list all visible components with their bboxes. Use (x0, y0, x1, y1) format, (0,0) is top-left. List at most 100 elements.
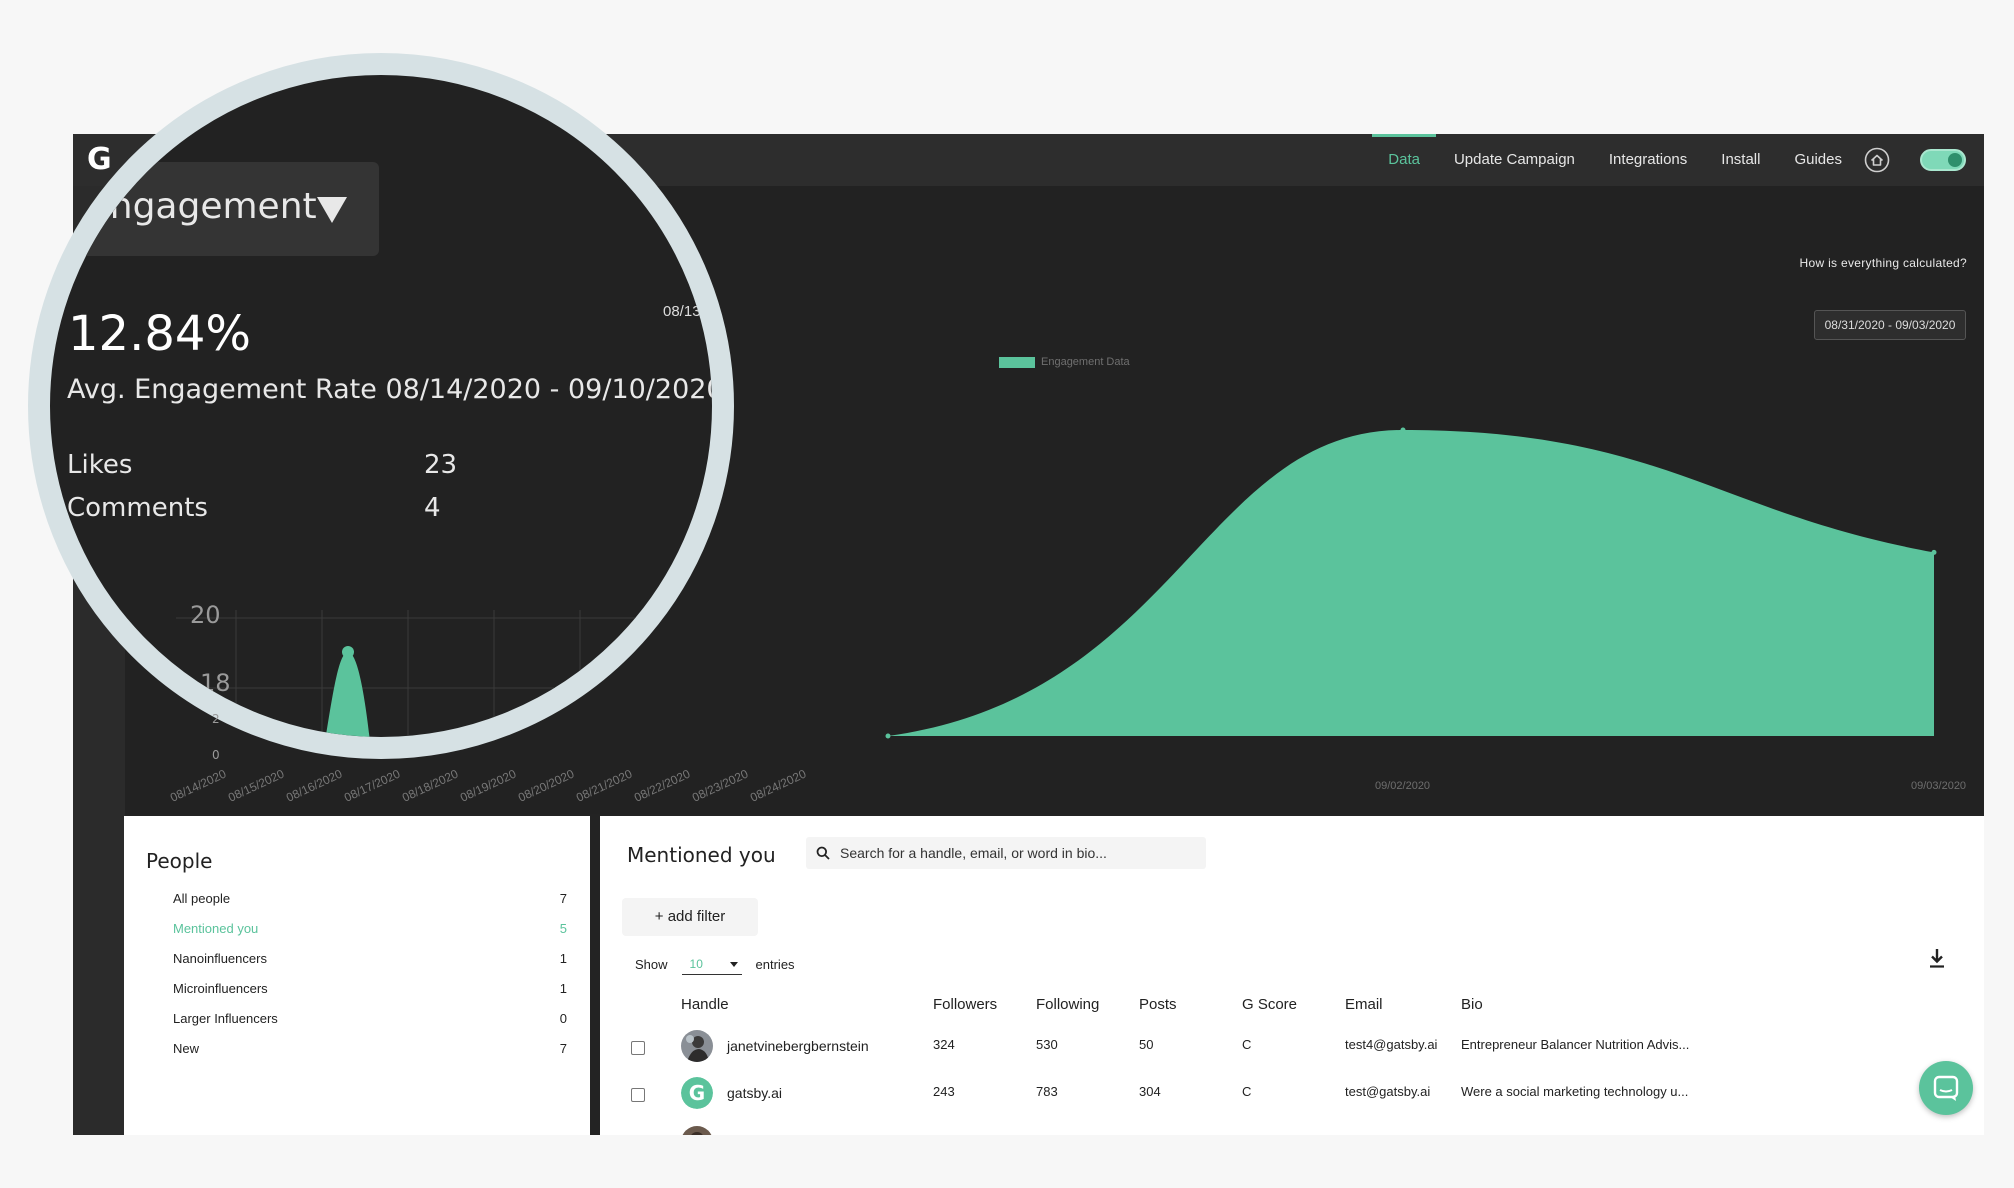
avatar: G (681, 1077, 713, 1109)
legend-label: Engagement Data (1041, 356, 1130, 368)
people-item-nano[interactable]: Nanoinfluencers 1 (173, 951, 567, 966)
entries-select[interactable]: 10 (681, 953, 742, 975)
row-posts: 304 (1139, 1084, 1161, 1099)
row-handle[interactable]: janetvinebergbernstein (727, 1038, 869, 1054)
people-item-larger[interactable]: Larger Influencers 0 (173, 1011, 567, 1026)
column-header-bio[interactable]: Bio (1461, 996, 1483, 1013)
mini-y-tick: 20 (190, 601, 221, 629)
download-icon[interactable] (1926, 946, 1948, 970)
user-photo-icon (681, 1126, 713, 1135)
row-following: 530 (1036, 1037, 1058, 1052)
people-item-count: 0 (559, 1011, 567, 1026)
column-header-gscore[interactable]: G Score (1242, 996, 1298, 1013)
people-item-count: 5 (559, 921, 567, 936)
mini-peak-point (342, 646, 354, 658)
how-calculated-link[interactable]: How is everything calculated? (1799, 256, 1967, 270)
chat-icon (1933, 1075, 1959, 1101)
chart-legend[interactable]: Engagement Data (999, 356, 1130, 368)
mentioned-title: Mentioned you (627, 843, 776, 867)
people-item-label: Mentioned you (173, 921, 259, 936)
people-title: People (146, 849, 213, 873)
row-bio: Were a social marketing technology u... (1461, 1084, 1689, 1099)
nav-guides[interactable]: Guides (1794, 151, 1842, 168)
avg-engagement-rate-label: Avg. Engagement Rate 08/14/2020 - 09/10/… (67, 374, 724, 405)
row-gscore: C (1242, 1084, 1252, 1099)
user-photo-icon (681, 1030, 713, 1062)
nav-update-campaign[interactable]: Update Campaign (1453, 151, 1575, 168)
row-checkbox[interactable] (631, 1088, 645, 1102)
people-item-mentioned[interactable]: Mentioned you 5 (173, 921, 567, 936)
likes-value: 23 (424, 450, 458, 480)
people-item-label: Microinfluencers (173, 981, 268, 996)
people-item-count: 7 (559, 1041, 567, 1056)
chevron-down-icon (729, 962, 738, 967)
area-data-point (885, 733, 891, 739)
table-row[interactable]: G gatsby.ai 243 783 304 C test@gatsby.ai… (600, 1073, 1984, 1117)
comments-value: 4 (424, 493, 441, 523)
legend-swatch (999, 356, 1035, 368)
engagement-area-series (888, 430, 1934, 736)
column-header-followers[interactable]: Followers (933, 996, 998, 1013)
comments-label: Comments (67, 493, 208, 523)
mentioned-panel: Mentioned you + add filter Show 10 entri… (600, 816, 1984, 1135)
nav-install[interactable]: Install (1721, 151, 1761, 168)
row-following: 783 (1036, 1084, 1058, 1099)
engagement-area-chart (885, 427, 1937, 739)
row-posts: 50 (1139, 1037, 1154, 1052)
search-box[interactable] (806, 837, 1206, 869)
main-nav: Data Update Campaign Integrations Instal… (1354, 134, 1966, 186)
chat-button[interactable] (1919, 1061, 1973, 1115)
table-row[interactable] (600, 1122, 1984, 1135)
partial-date-label: 08/13/2020 (663, 303, 734, 320)
people-item-label: Larger Influencers (173, 1011, 278, 1026)
people-item-count: 1 (559, 951, 567, 966)
avatar (681, 1126, 713, 1135)
row-handle[interactable]: gatsby.ai (727, 1085, 782, 1101)
avatar (681, 1030, 713, 1062)
row-followers: 243 (933, 1084, 955, 1099)
entries-label: entries (755, 956, 795, 972)
engagement-dropdown-label: Engagement (87, 186, 317, 227)
gatsby-logo-icon: G (681, 1077, 713, 1109)
row-checkbox[interactable] (631, 1041, 645, 1055)
people-item-label: All people (173, 891, 231, 906)
column-header-posts[interactable]: Posts (1139, 996, 1177, 1013)
entries-value: 10 (689, 957, 703, 971)
people-item-count: 7 (559, 891, 567, 906)
show-entries-control: Show 10 entries (635, 953, 795, 975)
nav-data[interactable]: Data (1372, 134, 1436, 186)
add-filter-button[interactable]: + add filter (622, 898, 758, 936)
engagement-metric-dropdown[interactable]: Engagement (67, 162, 379, 256)
triangle-down-icon (317, 197, 347, 223)
row-gscore: C (1242, 1037, 1252, 1052)
avg-engagement-rate-value: 12.84% (68, 306, 252, 362)
mode-toggle[interactable] (1920, 149, 1966, 171)
column-header-following[interactable]: Following (1036, 996, 1100, 1013)
column-header-email[interactable]: Email (1345, 996, 1383, 1013)
search-input[interactable] (840, 845, 1200, 861)
area-data-point (1400, 427, 1406, 433)
mini-y-tick: 18 (200, 669, 231, 697)
date-range-picker[interactable]: 08/31/2020 - 09/03/2020 (1814, 310, 1966, 340)
row-email: test4@gatsby.ai (1345, 1037, 1438, 1052)
people-item-micro[interactable]: Microinfluencers 1 (173, 981, 567, 996)
svg-text:G: G (689, 1081, 705, 1105)
row-email: test@gatsby.ai (1345, 1084, 1431, 1099)
table-row[interactable]: janetvinebergbernstein 324 530 50 C test… (600, 1026, 1984, 1070)
x-tick-label: 09/02/2020 (1375, 780, 1431, 792)
people-item-label: Nanoinfluencers (173, 951, 267, 966)
likes-label: Likes (67, 450, 133, 480)
people-item-label: New (173, 1041, 200, 1056)
people-item-all[interactable]: All people 7 (173, 891, 567, 906)
x-tick-label: 09/03/2020 (1911, 780, 1967, 792)
row-followers: 324 (933, 1037, 955, 1052)
mini-engagement-chart (176, 610, 680, 737)
area-data-point (1931, 549, 1937, 555)
home-icon[interactable] (1864, 147, 1890, 173)
column-header-handle[interactable]: Handle (681, 996, 729, 1013)
row-bio: Entrepreneur Balancer Nutrition Advis... (1461, 1037, 1690, 1052)
search-icon (816, 846, 830, 860)
nav-integrations[interactable]: Integrations (1608, 151, 1688, 168)
people-panel: People All people 7 Mentioned you 5 Nano… (124, 816, 590, 1135)
people-item-new[interactable]: New 7 (173, 1041, 567, 1056)
